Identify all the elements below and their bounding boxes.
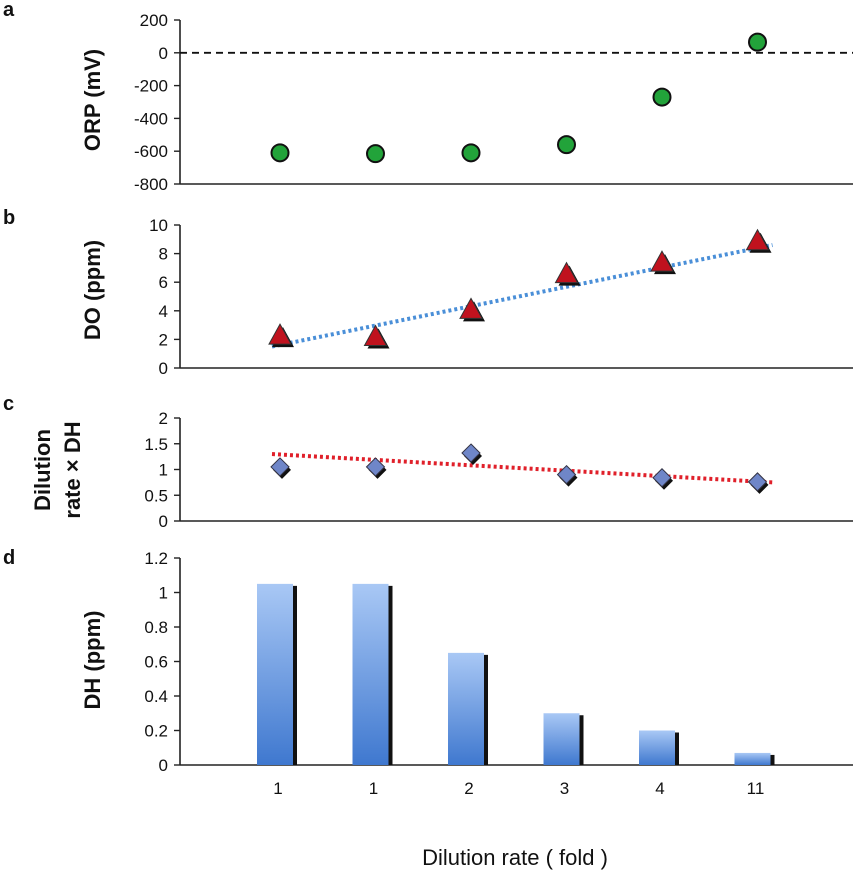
dh-bar (257, 583, 293, 765)
y-tick-label-c: 1 (159, 461, 168, 480)
do-point (554, 261, 579, 284)
ratio-point (461, 443, 481, 463)
orp-point (366, 144, 385, 164)
x-tick-label: 4 (655, 779, 664, 798)
dh-bar (448, 652, 484, 765)
y-tick-label-c: 0.5 (144, 486, 168, 505)
y-tick-label-b: 8 (159, 245, 168, 264)
trendline-b (271, 243, 773, 349)
dh-bar (734, 752, 771, 765)
x-axis-title: Dilution rate ( fold ) (422, 845, 608, 870)
y-tick-label-a: -200 (134, 77, 168, 96)
ratio-axis-label-line1: Dilution (30, 429, 55, 511)
ratio-point (365, 457, 386, 477)
x-tick-label: 1 (369, 779, 378, 798)
dh-axis-label: DH (ppm) (80, 611, 105, 710)
y-tick-label-b: 4 (159, 302, 168, 321)
ratio-point (747, 472, 768, 492)
do-point (459, 297, 483, 319)
x-tick-label: 1 (273, 779, 282, 798)
x-tick-label: 11 (747, 779, 765, 798)
do-point (745, 228, 770, 251)
orp-point (748, 32, 767, 52)
y-tick-label-c: 2 (159, 409, 168, 428)
y-tick-label-d: 0.4 (144, 687, 168, 706)
trendline-c (271, 452, 773, 485)
orp-point (461, 143, 481, 163)
plot-area: 2000-200-400-600-800108642021.510.501.21… (134, 11, 853, 798)
do-axis-label: DO (ppm) (80, 240, 105, 340)
y-tick-label-a: -400 (134, 109, 168, 128)
y-tick-label-a: 0 (159, 44, 168, 63)
panel-letter-b: b (3, 207, 15, 229)
ratio-point (270, 457, 290, 477)
y-tick-label-b: 10 (149, 216, 168, 235)
panel-letter-c: c (3, 393, 14, 415)
x-tick-label: 2 (464, 779, 473, 798)
orp-point (270, 143, 290, 163)
y-tick-label-a: 200 (140, 11, 168, 30)
y-tick-label-d: 0 (159, 756, 168, 775)
y-tick-label-a: -600 (134, 142, 168, 161)
dh-bar (543, 713, 580, 765)
orp-point (557, 135, 576, 155)
dh-bar (639, 730, 675, 765)
x-tick-label: 3 (560, 779, 569, 798)
y-tick-label-c: 1.5 (144, 435, 168, 454)
do-point (268, 323, 292, 345)
do-point (650, 250, 674, 272)
do-point (363, 324, 388, 347)
orp-axis-label: ORP (mV) (80, 49, 105, 151)
y-tick-label-d: 1 (159, 584, 168, 603)
dh-bar (352, 583, 389, 765)
y-tick-label-d: 0.6 (144, 653, 168, 672)
ratio-point (652, 468, 672, 488)
panel-letter-a: a (3, 0, 15, 21)
y-tick-label-b: 0 (159, 359, 168, 378)
orp-point (652, 87, 672, 107)
y-tick-label-d: 1.2 (144, 549, 168, 568)
y-tick-label-d: 0.2 (144, 722, 168, 741)
y-tick-label-d: 0.8 (144, 618, 168, 637)
ratio-axis-label-line2: rate × DH (60, 421, 85, 518)
y-tick-label-b: 6 (159, 273, 168, 292)
y-tick-label-a: -800 (134, 175, 168, 194)
ratio-point (556, 464, 577, 485)
y-tick-label-b: 2 (159, 330, 168, 349)
panel-letter-d: d (3, 547, 15, 569)
y-tick-label-c: 0 (159, 512, 168, 531)
